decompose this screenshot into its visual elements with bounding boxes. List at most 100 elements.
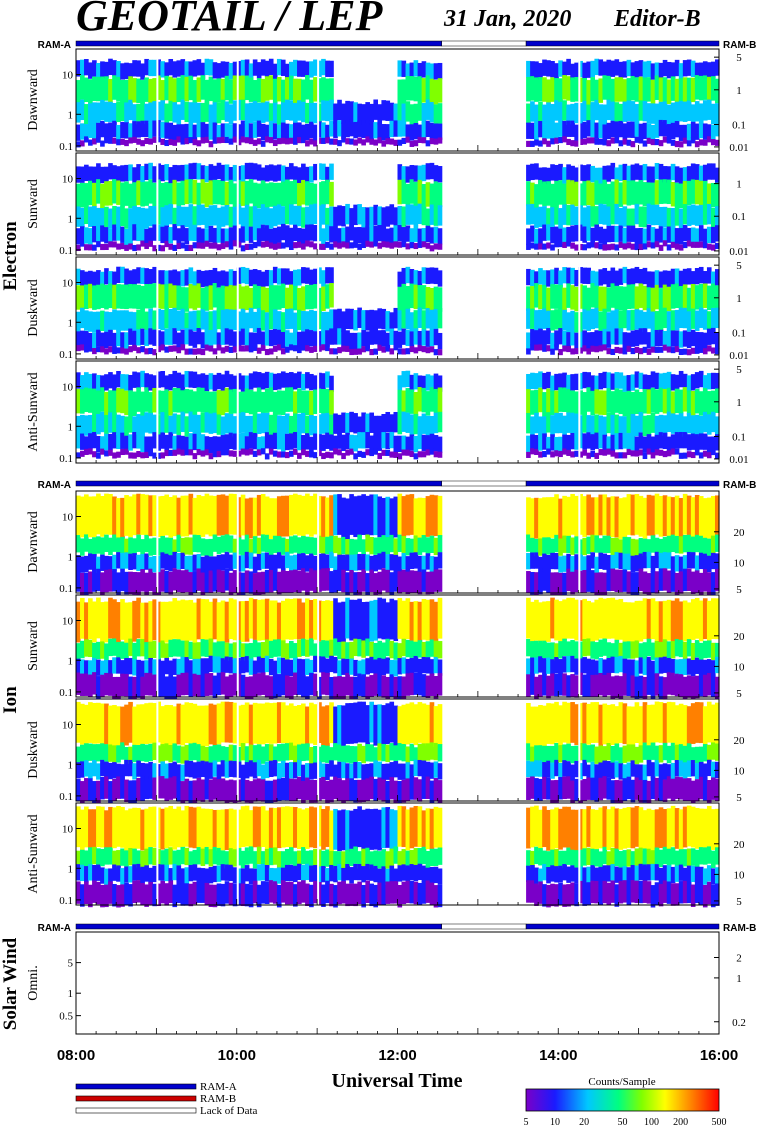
colorbar-tick-label: 20 bbox=[579, 1117, 589, 1128]
y-tick-label-right: 0.2 bbox=[732, 1017, 746, 1029]
mode-bars: RAM-A RAM-B RAM-A RAM-B RAM-A RAM-B bbox=[38, 40, 757, 934]
y-tick-label-left: 0.1 bbox=[59, 687, 73, 699]
y-tick-label-right: 0.1 bbox=[732, 327, 746, 339]
ram-a-label: RAM-A bbox=[38, 480, 71, 491]
x-tick-label: 14:00 bbox=[539, 1047, 577, 1064]
y-tick-label-left: 1 bbox=[68, 421, 74, 433]
y-tick-label-right: 1 bbox=[736, 973, 742, 985]
y-tick-label-left: 1 bbox=[68, 655, 74, 667]
y-tick-label-left: 0.5 bbox=[59, 1011, 73, 1023]
panel-label: Duskward bbox=[26, 279, 41, 337]
y-tick-label-right: 0.1 bbox=[732, 431, 746, 443]
y-tick-label-left: 10 bbox=[62, 70, 74, 82]
group-label-solar-wind: Solar Wind bbox=[0, 937, 21, 1030]
panel-frame bbox=[75, 931, 720, 1035]
figure-date: 31 Jan, 2020 bbox=[443, 6, 571, 32]
mode-legend: RAM-A RAM-B Lack of Data bbox=[75, 1081, 258, 1117]
ram-b-label: RAM-B bbox=[723, 40, 756, 51]
panel-electron-sunward: Sunward 10 1 0.1 1 0.1 0.01 bbox=[26, 152, 749, 258]
mode-bar-2-segment-2 bbox=[525, 923, 720, 930]
panel-electron-dawnward: Dawnward 10 1 0.1 5 1 0.1 0.01 bbox=[26, 48, 749, 154]
panel-ion-sunward: Sunward 10 1 0.1 20 10 5 bbox=[26, 594, 746, 700]
legend-label-ram-b: RAM-B bbox=[200, 1093, 236, 1105]
y-tick-label-right: 0.01 bbox=[729, 246, 748, 258]
panel-label: Duskward bbox=[26, 721, 41, 779]
y-tick-label-left: 1 bbox=[68, 863, 74, 875]
panel-label: Omni. bbox=[26, 965, 41, 1000]
y-tick-label-right: 20 bbox=[734, 527, 746, 539]
time-axis: 08:00 10:00 12:00 14:00 16:00 bbox=[57, 1047, 738, 1064]
y-tick-label-left: 10 bbox=[62, 174, 74, 186]
x-tick-label: 08:00 bbox=[57, 1047, 95, 1064]
panel-label: Dawnward bbox=[26, 511, 41, 572]
ram-a-label: RAM-A bbox=[38, 40, 71, 51]
y-tick-label-left: 10 bbox=[62, 824, 74, 836]
y-tick-label-right: 1 bbox=[736, 397, 742, 409]
panel-label: Anti-Sunward bbox=[26, 814, 41, 893]
y-tick-label-right: 0.01 bbox=[729, 350, 748, 362]
colorbar-tick-label: 10 bbox=[550, 1117, 560, 1128]
colorbar-tick-label: 500 bbox=[712, 1117, 727, 1128]
mode-bar-0-segment-0 bbox=[75, 40, 442, 47]
mode-bar-2-segment-0 bbox=[75, 923, 442, 930]
figure-editor: Editor-B bbox=[613, 6, 701, 32]
x-axis-label: Universal Time bbox=[332, 1070, 463, 1092]
y-tick-label-right: 10 bbox=[734, 661, 746, 673]
legend-swatch-ram-b bbox=[75, 1095, 197, 1102]
legend-label-ram-a: RAM-A bbox=[200, 1081, 237, 1093]
ram-b-label: RAM-B bbox=[723, 480, 756, 491]
mode-bar-1-segment-1 bbox=[441, 480, 527, 487]
y-tick-label-left: 1 bbox=[68, 213, 74, 225]
y-tick-label-right: 20 bbox=[734, 839, 746, 851]
y-tick-label-left: 0.1 bbox=[59, 453, 73, 465]
y-tick-label-left: 0.1 bbox=[59, 245, 73, 257]
y-tick-label-left: 1 bbox=[68, 988, 74, 1000]
y-tick-label-left: 0.1 bbox=[59, 791, 73, 803]
y-tick-label-right: 2 bbox=[736, 953, 742, 965]
panel-label: Sunward bbox=[26, 621, 41, 671]
y-tick-label-left: 0.1 bbox=[59, 895, 73, 907]
y-tick-label-left: 10 bbox=[62, 382, 74, 394]
colorbar-tick-label: 100 bbox=[644, 1117, 659, 1128]
panel-solar-wind-omni: Omni. 5 1 0.5 2 1 0.2 bbox=[26, 931, 746, 1035]
y-tick-label-left: 10 bbox=[62, 720, 74, 732]
y-tick-label-left: 1 bbox=[68, 109, 74, 121]
y-tick-label-left: 1 bbox=[68, 551, 74, 563]
y-tick-label-right: 10 bbox=[734, 869, 746, 881]
ram-b-label: RAM-B bbox=[723, 923, 756, 934]
x-tick-label: 12:00 bbox=[378, 1047, 416, 1064]
y-tick-label-right: 0.1 bbox=[732, 211, 746, 223]
y-tick-label-right: 5 bbox=[736, 260, 742, 272]
y-tick-label-left: 1 bbox=[68, 317, 74, 329]
colorbar-title: Counts/Sample bbox=[588, 1076, 655, 1088]
panel-ion-duskward: Duskward 10 1 0.1 20 10 5 bbox=[26, 698, 746, 804]
mode-bar-2-segment-1 bbox=[441, 923, 527, 930]
panel-label: Dawnward bbox=[26, 69, 41, 130]
y-tick-label-left: 0.1 bbox=[59, 141, 73, 153]
y-tick-label-right: 5 bbox=[736, 584, 742, 596]
mode-bar-0-segment-1 bbox=[441, 40, 527, 47]
colorbar-tick-label: 5 bbox=[524, 1117, 529, 1128]
y-tick-label-right: 1 bbox=[736, 293, 742, 305]
y-tick-label-right: 1 bbox=[736, 179, 742, 191]
group-label-electron: Electron bbox=[0, 221, 21, 291]
legend-swatch-lack-of-data bbox=[75, 1107, 197, 1114]
y-tick-label-right: 10 bbox=[734, 765, 746, 777]
panel-electron-anti-sunward: Anti-Sunward 10 1 0.1 5 1 0.1 0.01 bbox=[26, 360, 749, 466]
y-tick-label-left: 0.1 bbox=[59, 349, 73, 361]
figure-title: GEOTAIL / LEP bbox=[76, 0, 384, 40]
y-tick-label-right: 5 bbox=[736, 896, 742, 908]
panel-label: Anti-Sunward bbox=[26, 372, 41, 451]
group-label-ion: Ion bbox=[0, 686, 21, 714]
y-tick-label-right: 5 bbox=[736, 792, 742, 804]
y-tick-label-right: 5 bbox=[736, 688, 742, 700]
y-tick-label-right: 0.1 bbox=[732, 119, 746, 131]
y-tick-label-right: 5 bbox=[736, 52, 742, 64]
ram-a-label: RAM-A bbox=[38, 923, 71, 934]
y-tick-label-right: 10 bbox=[734, 557, 746, 569]
y-tick-label-right: 0.01 bbox=[729, 142, 748, 154]
y-tick-label-left: 10 bbox=[62, 278, 74, 290]
legend-label-lack-of-data: Lack of Data bbox=[200, 1105, 258, 1117]
colorbar-gradient bbox=[525, 1088, 720, 1112]
